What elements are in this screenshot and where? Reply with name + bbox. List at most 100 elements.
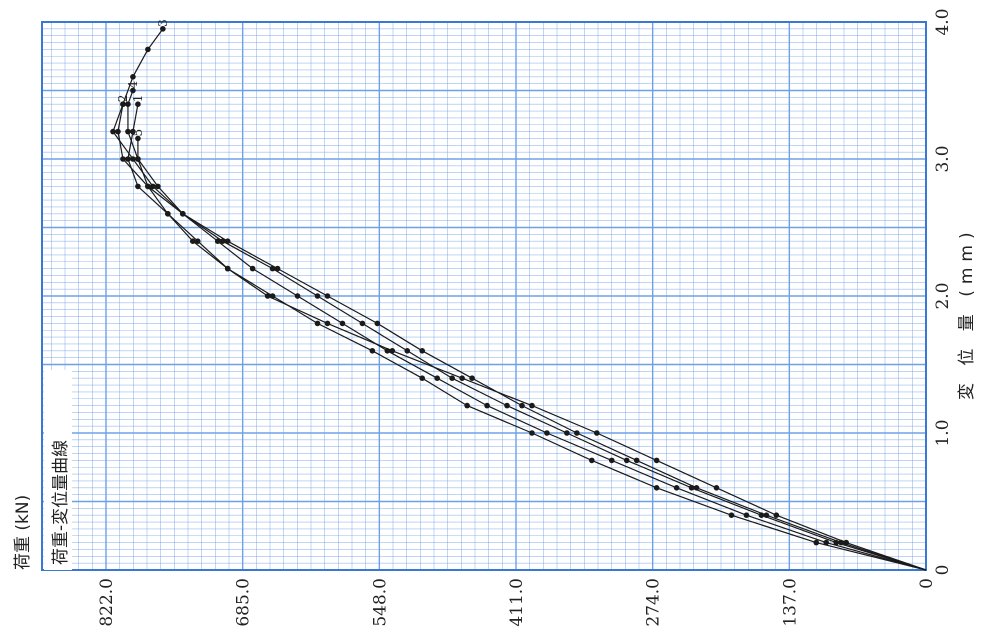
data-point — [274, 265, 281, 272]
data-point — [314, 320, 321, 327]
disp-tick-label: 1.0 — [933, 419, 953, 446]
series-label-2: 2 — [116, 95, 130, 103]
plot-border — [41, 21, 927, 571]
data-point — [813, 539, 820, 546]
data-point — [589, 457, 595, 464]
data-point — [623, 457, 630, 464]
data-point — [833, 539, 840, 546]
data-point — [693, 485, 700, 491]
data-point — [564, 430, 570, 436]
data-point — [633, 457, 640, 464]
series-line-3 — [112, 28, 927, 571]
series-label-5: 5 — [131, 129, 145, 137]
data-point — [484, 402, 490, 409]
data-point — [125, 128, 131, 135]
data-point — [339, 320, 346, 327]
data-point — [653, 485, 660, 491]
data-point — [269, 293, 276, 299]
disp-tick-labels: 0 1.0 2.0 3.0 4.0 — [933, 8, 953, 575]
data-point — [125, 101, 131, 107]
data-point — [449, 375, 455, 382]
disp-axis-label: 変 位 量 (mm) — [957, 226, 977, 400]
title-box — [44, 370, 72, 570]
data-point — [404, 348, 411, 354]
data-point — [155, 183, 161, 190]
data-point — [194, 238, 201, 244]
data-point — [359, 320, 366, 327]
load-tick-label: 274.0 — [644, 578, 664, 627]
series-label-4: 4 — [126, 81, 140, 89]
data-point — [369, 348, 376, 354]
data-point — [115, 128, 121, 135]
load-tick-label: 822.0 — [97, 578, 117, 627]
data-point — [758, 512, 765, 518]
data-point — [519, 402, 525, 409]
data-point — [529, 430, 535, 436]
disp-tick-label: 0 — [933, 565, 953, 576]
data-point — [130, 156, 136, 162]
data-point — [125, 156, 131, 162]
data-point — [130, 74, 136, 80]
data-point — [219, 238, 226, 244]
data-point — [130, 87, 136, 94]
data-point — [459, 375, 465, 382]
load-tick-labels: 822.0 685.0 548.0 411.0 274.0 137.0 0 — [97, 578, 937, 627]
data-point — [160, 26, 166, 32]
data-point — [269, 265, 276, 272]
disp-tick-label: 4.0 — [933, 8, 953, 35]
disp-tick-label: 2.0 — [933, 282, 953, 309]
data-point — [713, 485, 720, 491]
data-point — [464, 402, 470, 409]
data-point — [838, 539, 845, 546]
data-point — [529, 402, 535, 409]
curve-labels: 12 3 4 5 — [116, 19, 170, 136]
data-point — [294, 293, 301, 299]
load-tick-label: 411.0 — [507, 578, 527, 627]
data-point — [314, 293, 321, 299]
data-point — [728, 512, 735, 518]
curves — [112, 28, 927, 571]
data-point — [763, 512, 770, 518]
load-tick-label: 137.0 — [780, 578, 800, 627]
data-point — [165, 211, 171, 217]
data-point — [594, 430, 600, 436]
data-point — [419, 348, 426, 354]
data-point — [135, 183, 141, 190]
data-point — [653, 457, 660, 464]
data-point — [180, 211, 186, 217]
series-line-1 — [127, 104, 927, 571]
data-point — [120, 101, 126, 107]
data-point — [249, 265, 256, 272]
data-point — [823, 539, 830, 546]
data-point — [150, 183, 156, 190]
data-point — [135, 135, 141, 142]
data-point — [743, 512, 750, 518]
data-point — [688, 485, 695, 491]
data-point — [324, 320, 331, 327]
data-point — [135, 101, 141, 107]
data-point — [264, 293, 271, 299]
data-point — [504, 402, 510, 409]
data-point — [224, 265, 231, 272]
data-point — [469, 375, 475, 382]
data-point — [843, 539, 849, 546]
data-point — [224, 238, 231, 244]
data-points — [110, 26, 849, 546]
data-point — [145, 183, 151, 190]
data-point — [130, 128, 136, 135]
load-axis-label: 荷重 (kN) — [13, 495, 33, 570]
data-point — [189, 238, 196, 244]
data-point — [110, 128, 116, 135]
data-point — [389, 348, 396, 354]
data-point — [324, 293, 331, 299]
data-point — [434, 375, 440, 382]
data-point — [608, 457, 615, 464]
data-point — [673, 485, 680, 491]
data-point — [384, 348, 391, 354]
data-point — [145, 46, 151, 53]
chart-title: 荷重-変位量曲線 — [51, 440, 71, 565]
series-line-2 — [117, 104, 927, 571]
data-point — [544, 430, 550, 436]
disp-tick-label: 3.0 — [933, 145, 953, 172]
